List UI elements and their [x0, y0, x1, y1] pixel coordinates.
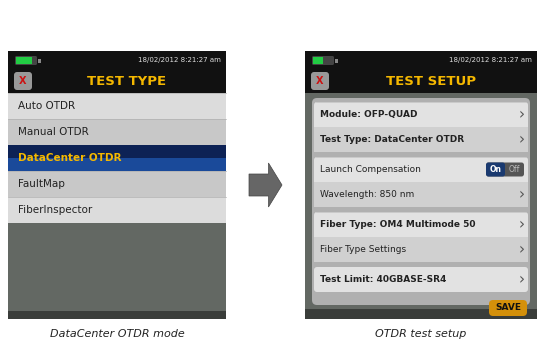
Text: SAVE: SAVE	[495, 304, 521, 313]
FancyBboxPatch shape	[489, 300, 527, 316]
Text: ›: ›	[519, 272, 525, 287]
FancyBboxPatch shape	[312, 56, 334, 65]
FancyBboxPatch shape	[8, 51, 226, 319]
Bar	[8, 119, 226, 145]
FancyBboxPatch shape	[15, 56, 37, 65]
Text: Test Limit: 40GBASE-SR4: Test Limit: 40GBASE-SR4	[320, 275, 447, 284]
Text: Wavelength: 850 nm: Wavelength: 850 nm	[320, 190, 414, 199]
Bar	[314, 182, 528, 207]
FancyBboxPatch shape	[314, 212, 528, 262]
Bar	[313, 57, 323, 64]
Bar	[305, 69, 537, 93]
Text: FaultMap: FaultMap	[18, 179, 65, 189]
FancyBboxPatch shape	[486, 162, 524, 177]
Text: DataCenter OTDR mode: DataCenter OTDR mode	[50, 329, 184, 339]
Bar	[8, 311, 226, 319]
FancyBboxPatch shape	[314, 157, 528, 207]
Bar	[305, 51, 537, 69]
FancyBboxPatch shape	[486, 162, 505, 177]
Text: ›: ›	[519, 107, 525, 122]
FancyBboxPatch shape	[14, 72, 32, 90]
Bar	[8, 145, 226, 158]
Bar	[8, 171, 226, 197]
Bar	[305, 93, 537, 319]
Bar	[8, 223, 226, 319]
Text: ›: ›	[519, 242, 525, 257]
Text: TEST SETUP: TEST SETUP	[386, 75, 476, 87]
Text: Test Type: DataCenter OTDR: Test Type: DataCenter OTDR	[320, 135, 464, 144]
Bar	[335, 59, 337, 62]
Bar	[8, 197, 226, 223]
Text: Auto OTDR: Auto OTDR	[18, 101, 75, 111]
Text: ›: ›	[519, 132, 525, 147]
Bar	[8, 69, 226, 93]
Bar	[305, 309, 537, 319]
Bar	[314, 237, 528, 262]
Text: OTDR test setup: OTDR test setup	[375, 329, 466, 339]
Bar	[314, 127, 528, 152]
Text: ›: ›	[519, 217, 525, 232]
FancyBboxPatch shape	[311, 72, 329, 90]
Text: TEST TYPE: TEST TYPE	[88, 75, 167, 87]
Bar	[8, 93, 226, 119]
Text: Manual OTDR: Manual OTDR	[18, 127, 89, 137]
Bar	[38, 59, 40, 62]
Text: On: On	[490, 165, 501, 174]
Text: Module: OFP-QUAD: Module: OFP-QUAD	[320, 110, 418, 119]
Polygon shape	[249, 163, 282, 207]
FancyBboxPatch shape	[314, 267, 528, 292]
Bar	[16, 57, 32, 64]
Text: ›: ›	[519, 187, 525, 202]
Text: DataCenter OTDR: DataCenter OTDR	[18, 153, 121, 163]
Text: Fiber Type Settings: Fiber Type Settings	[320, 245, 406, 254]
FancyBboxPatch shape	[314, 102, 528, 152]
Text: Launch Compensation: Launch Compensation	[320, 165, 421, 174]
Text: Off: Off	[509, 165, 520, 174]
Text: Fiber Type: OM4 Multimode 50: Fiber Type: OM4 Multimode 50	[320, 220, 475, 229]
Text: X: X	[316, 76, 324, 86]
Text: FiberInspector: FiberInspector	[18, 205, 93, 215]
Bar	[8, 145, 226, 171]
FancyBboxPatch shape	[312, 98, 530, 305]
Text: 18/02/2012 8:21:27 am: 18/02/2012 8:21:27 am	[138, 57, 221, 63]
Text: X: X	[19, 76, 27, 86]
Bar	[8, 51, 226, 69]
Text: 18/02/2012 8:21:27 am: 18/02/2012 8:21:27 am	[449, 57, 532, 63]
FancyBboxPatch shape	[305, 51, 537, 319]
